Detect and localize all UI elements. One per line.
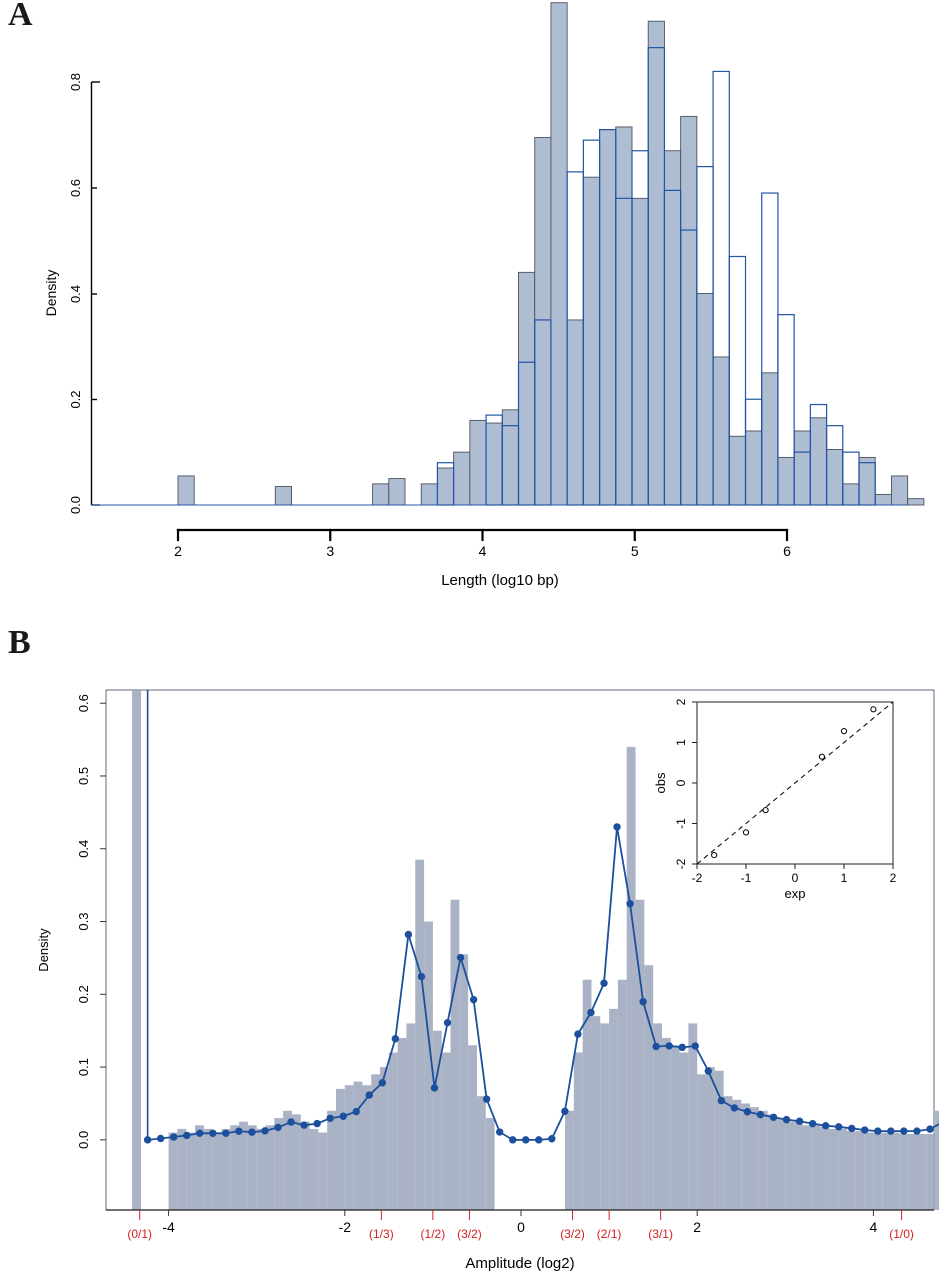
svg-text:6: 6	[783, 543, 791, 559]
svg-text:(3/1): (3/1)	[648, 1227, 673, 1241]
svg-text:Amplitude (log2): Amplitude (log2)	[465, 1255, 574, 1272]
svg-text:exp: exp	[785, 886, 806, 901]
svg-text:(2/1): (2/1)	[597, 1227, 622, 1241]
svg-text:0.6: 0.6	[76, 694, 91, 712]
svg-text:Density: Density	[36, 928, 51, 972]
svg-text:4: 4	[870, 1219, 878, 1235]
svg-text:0.6: 0.6	[68, 179, 83, 197]
svg-text:-1: -1	[674, 818, 688, 829]
svg-text:0.2: 0.2	[76, 985, 91, 1003]
svg-text:1: 1	[674, 739, 688, 746]
svg-text:Density: Density	[43, 270, 59, 317]
svg-text:0.4: 0.4	[76, 840, 91, 858]
svg-text:0: 0	[792, 871, 799, 885]
svg-text:0: 0	[517, 1219, 525, 1235]
svg-text:(1/0): (1/0)	[889, 1227, 914, 1241]
svg-text:0.8: 0.8	[68, 73, 83, 91]
svg-text:0.2: 0.2	[68, 390, 83, 408]
svg-text:obs: obs	[653, 772, 668, 793]
svg-text:2: 2	[693, 1219, 701, 1235]
svg-text:2: 2	[674, 698, 688, 705]
svg-text:0.4: 0.4	[68, 285, 83, 303]
svg-text:0: 0	[674, 779, 688, 786]
svg-text:3: 3	[326, 543, 334, 559]
svg-text:4: 4	[479, 543, 487, 559]
svg-text:-1: -1	[741, 871, 752, 885]
svg-text:Length (log10 bp): Length (log10 bp)	[441, 572, 559, 589]
svg-text:5: 5	[631, 543, 639, 559]
svg-text:-2: -2	[692, 871, 703, 885]
svg-text:0.0: 0.0	[68, 496, 83, 514]
svg-text:2: 2	[174, 543, 182, 559]
svg-text:(3/2): (3/2)	[457, 1227, 482, 1241]
svg-text:-2: -2	[339, 1219, 352, 1235]
svg-text:(1/3): (1/3)	[369, 1227, 394, 1241]
svg-text:(3/2): (3/2)	[560, 1227, 585, 1241]
svg-text:0.5: 0.5	[76, 767, 91, 785]
svg-text:-4: -4	[162, 1219, 175, 1235]
svg-text:2: 2	[890, 871, 897, 885]
svg-text:(1/2): (1/2)	[421, 1227, 446, 1241]
svg-text:-2: -2	[674, 858, 688, 869]
svg-text:0.0: 0.0	[76, 1131, 91, 1149]
svg-text:0.3: 0.3	[76, 912, 91, 930]
svg-text:(0/1): (0/1)	[127, 1227, 152, 1241]
svg-text:0.1: 0.1	[76, 1058, 91, 1076]
svg-text:1: 1	[841, 871, 848, 885]
